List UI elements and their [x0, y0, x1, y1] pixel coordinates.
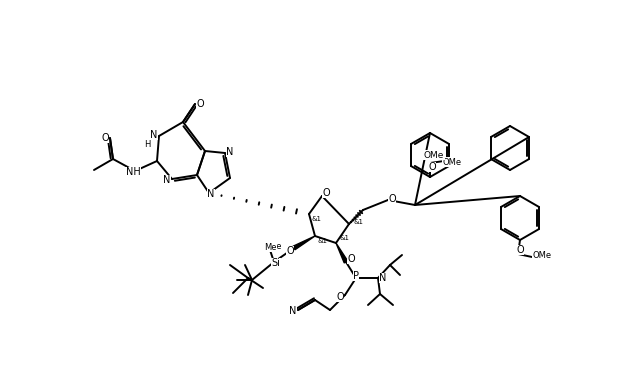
Text: &1: &1	[339, 235, 349, 241]
Text: Si: Si	[271, 258, 280, 268]
Text: OMe: OMe	[442, 158, 462, 166]
Text: O: O	[516, 245, 524, 255]
Text: O: O	[322, 188, 330, 198]
Text: O: O	[428, 162, 436, 172]
Text: N: N	[226, 147, 233, 157]
Text: Me: Me	[264, 242, 276, 252]
Text: &1: &1	[354, 219, 364, 225]
Text: O: O	[286, 246, 294, 256]
Polygon shape	[293, 236, 315, 250]
Text: N: N	[207, 189, 215, 199]
Text: O: O	[347, 254, 355, 264]
Text: H: H	[144, 140, 150, 149]
Text: O: O	[196, 99, 204, 109]
Polygon shape	[336, 243, 348, 263]
Text: OMe: OMe	[424, 151, 444, 159]
Text: O: O	[336, 292, 344, 302]
Text: P: P	[353, 271, 359, 281]
Text: &1: &1	[312, 216, 322, 222]
Text: Me: Me	[269, 242, 281, 251]
Text: NH: NH	[125, 167, 140, 177]
Text: O: O	[388, 194, 396, 204]
Text: N: N	[150, 130, 158, 140]
Text: N: N	[163, 175, 170, 185]
Text: &1: &1	[318, 238, 328, 244]
Text: N: N	[379, 273, 386, 283]
Text: OMe: OMe	[532, 252, 552, 261]
Text: N: N	[289, 306, 296, 316]
Text: O: O	[101, 133, 109, 143]
